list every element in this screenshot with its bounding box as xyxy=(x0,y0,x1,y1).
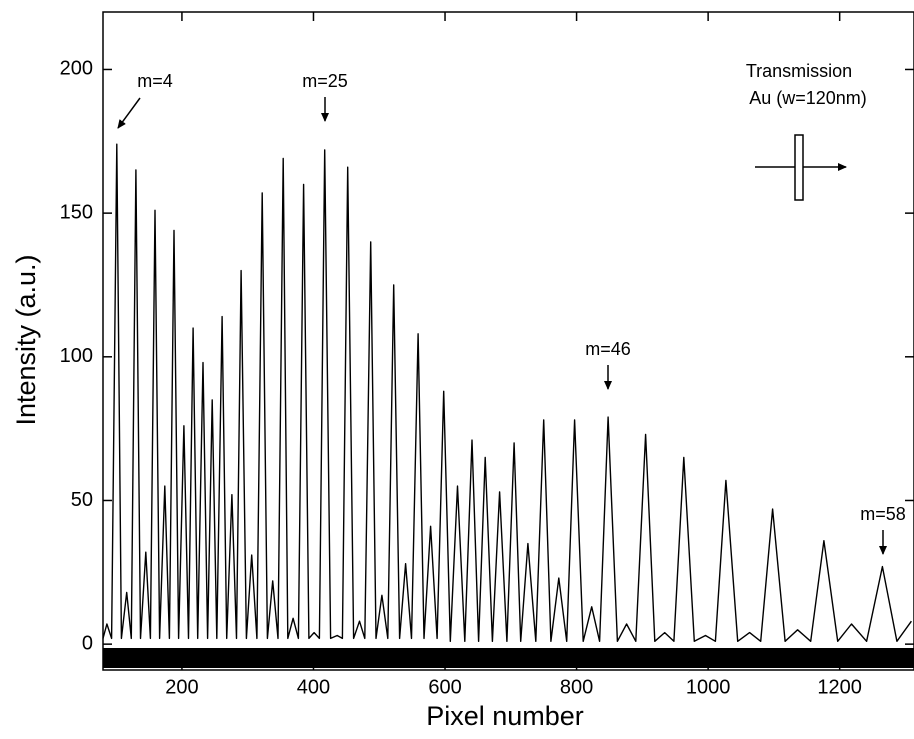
arrow xyxy=(117,97,141,129)
spectrum-line xyxy=(102,143,912,642)
y-axis-label: Intensity (a.u.) xyxy=(11,254,41,425)
annotation: m=25 xyxy=(302,71,348,91)
y-tick-label: 0 xyxy=(82,632,93,654)
annotation: Transmission xyxy=(746,61,852,81)
y-tick-label: 200 xyxy=(60,58,93,80)
annotation: m=46 xyxy=(585,339,631,359)
x-tick-label: 1200 xyxy=(817,676,862,698)
annotation: m=4 xyxy=(137,71,173,91)
x-tick-label: 200 xyxy=(165,676,198,698)
y-tick-label: 150 xyxy=(60,201,93,223)
x-tick-label: 400 xyxy=(297,676,330,698)
x-tick-label: 600 xyxy=(428,676,461,698)
detector-strip xyxy=(103,648,914,668)
y-tick-label: 50 xyxy=(71,489,93,511)
annotation: Au (w=120nm) xyxy=(749,88,867,108)
y-tick-label: 100 xyxy=(60,345,93,367)
annotation: m=58 xyxy=(860,504,906,524)
plot-frame xyxy=(102,11,914,671)
x-tick-label: 1000 xyxy=(686,676,731,698)
x-tick-label: 800 xyxy=(560,676,593,698)
x-axis-label: Pixel number xyxy=(426,701,584,731)
sample-symbol xyxy=(794,134,804,201)
